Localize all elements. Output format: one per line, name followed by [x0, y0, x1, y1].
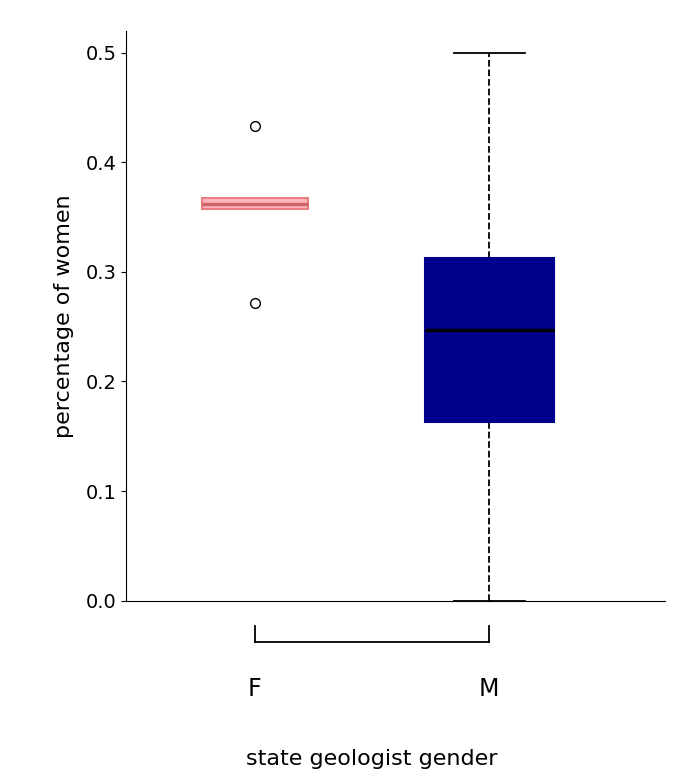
Text: F: F — [248, 678, 262, 701]
Text: M: M — [479, 678, 499, 701]
Bar — [425, 258, 554, 422]
Y-axis label: percentage of women: percentage of women — [54, 194, 74, 437]
Bar — [202, 199, 307, 209]
Text: state geologist gender: state geologist gender — [246, 748, 498, 768]
